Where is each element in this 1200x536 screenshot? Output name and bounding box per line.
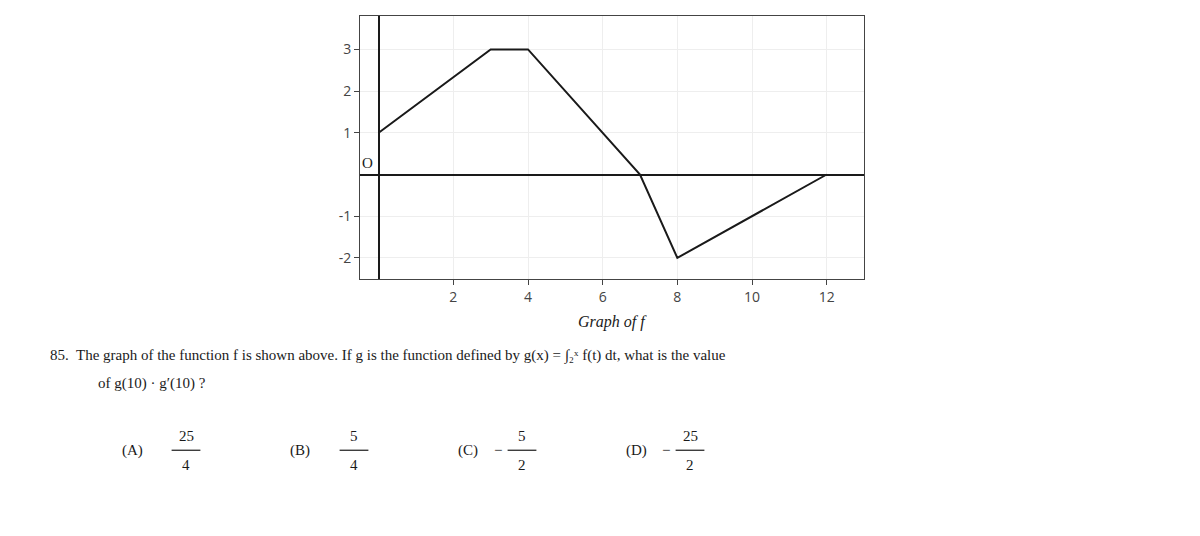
svg-text:85. The graph of the function: 85. The graph of the function f is shown… xyxy=(50,347,726,364)
svg-text:O: O xyxy=(362,155,373,171)
svg-text:-2: -2 xyxy=(339,248,352,267)
svg-text:of g(10) · g′(10) ?: of g(10) · g′(10) ? xyxy=(98,375,206,392)
svg-text:1: 1 xyxy=(343,123,351,142)
svg-text:3: 3 xyxy=(343,39,351,58)
svg-text:2: 2 xyxy=(686,457,694,473)
svg-text:(B): (B) xyxy=(290,442,310,459)
svg-text:(D): (D) xyxy=(626,442,647,459)
svg-text:−: − xyxy=(494,442,502,458)
svg-text:Graph of f: Graph of f xyxy=(578,313,647,331)
svg-text:2: 2 xyxy=(343,81,351,100)
svg-text:5: 5 xyxy=(518,428,526,444)
svg-text:(C): (C) xyxy=(458,442,478,459)
svg-text:2: 2 xyxy=(518,457,526,473)
svg-text:2: 2 xyxy=(449,287,457,306)
svg-text:-1: -1 xyxy=(339,206,352,225)
svg-text:12: 12 xyxy=(819,287,835,306)
svg-text:8: 8 xyxy=(673,287,681,306)
svg-text:25: 25 xyxy=(179,428,194,444)
svg-text:−: − xyxy=(662,442,670,458)
svg-text:4: 4 xyxy=(524,287,532,306)
svg-text:10: 10 xyxy=(744,287,760,306)
svg-text:(A): (A) xyxy=(122,442,143,459)
svg-text:5: 5 xyxy=(350,428,358,444)
svg-text:4: 4 xyxy=(182,457,190,473)
svg-text:4: 4 xyxy=(350,457,358,473)
svg-text:6: 6 xyxy=(599,287,607,306)
svg-text:25: 25 xyxy=(683,428,698,444)
